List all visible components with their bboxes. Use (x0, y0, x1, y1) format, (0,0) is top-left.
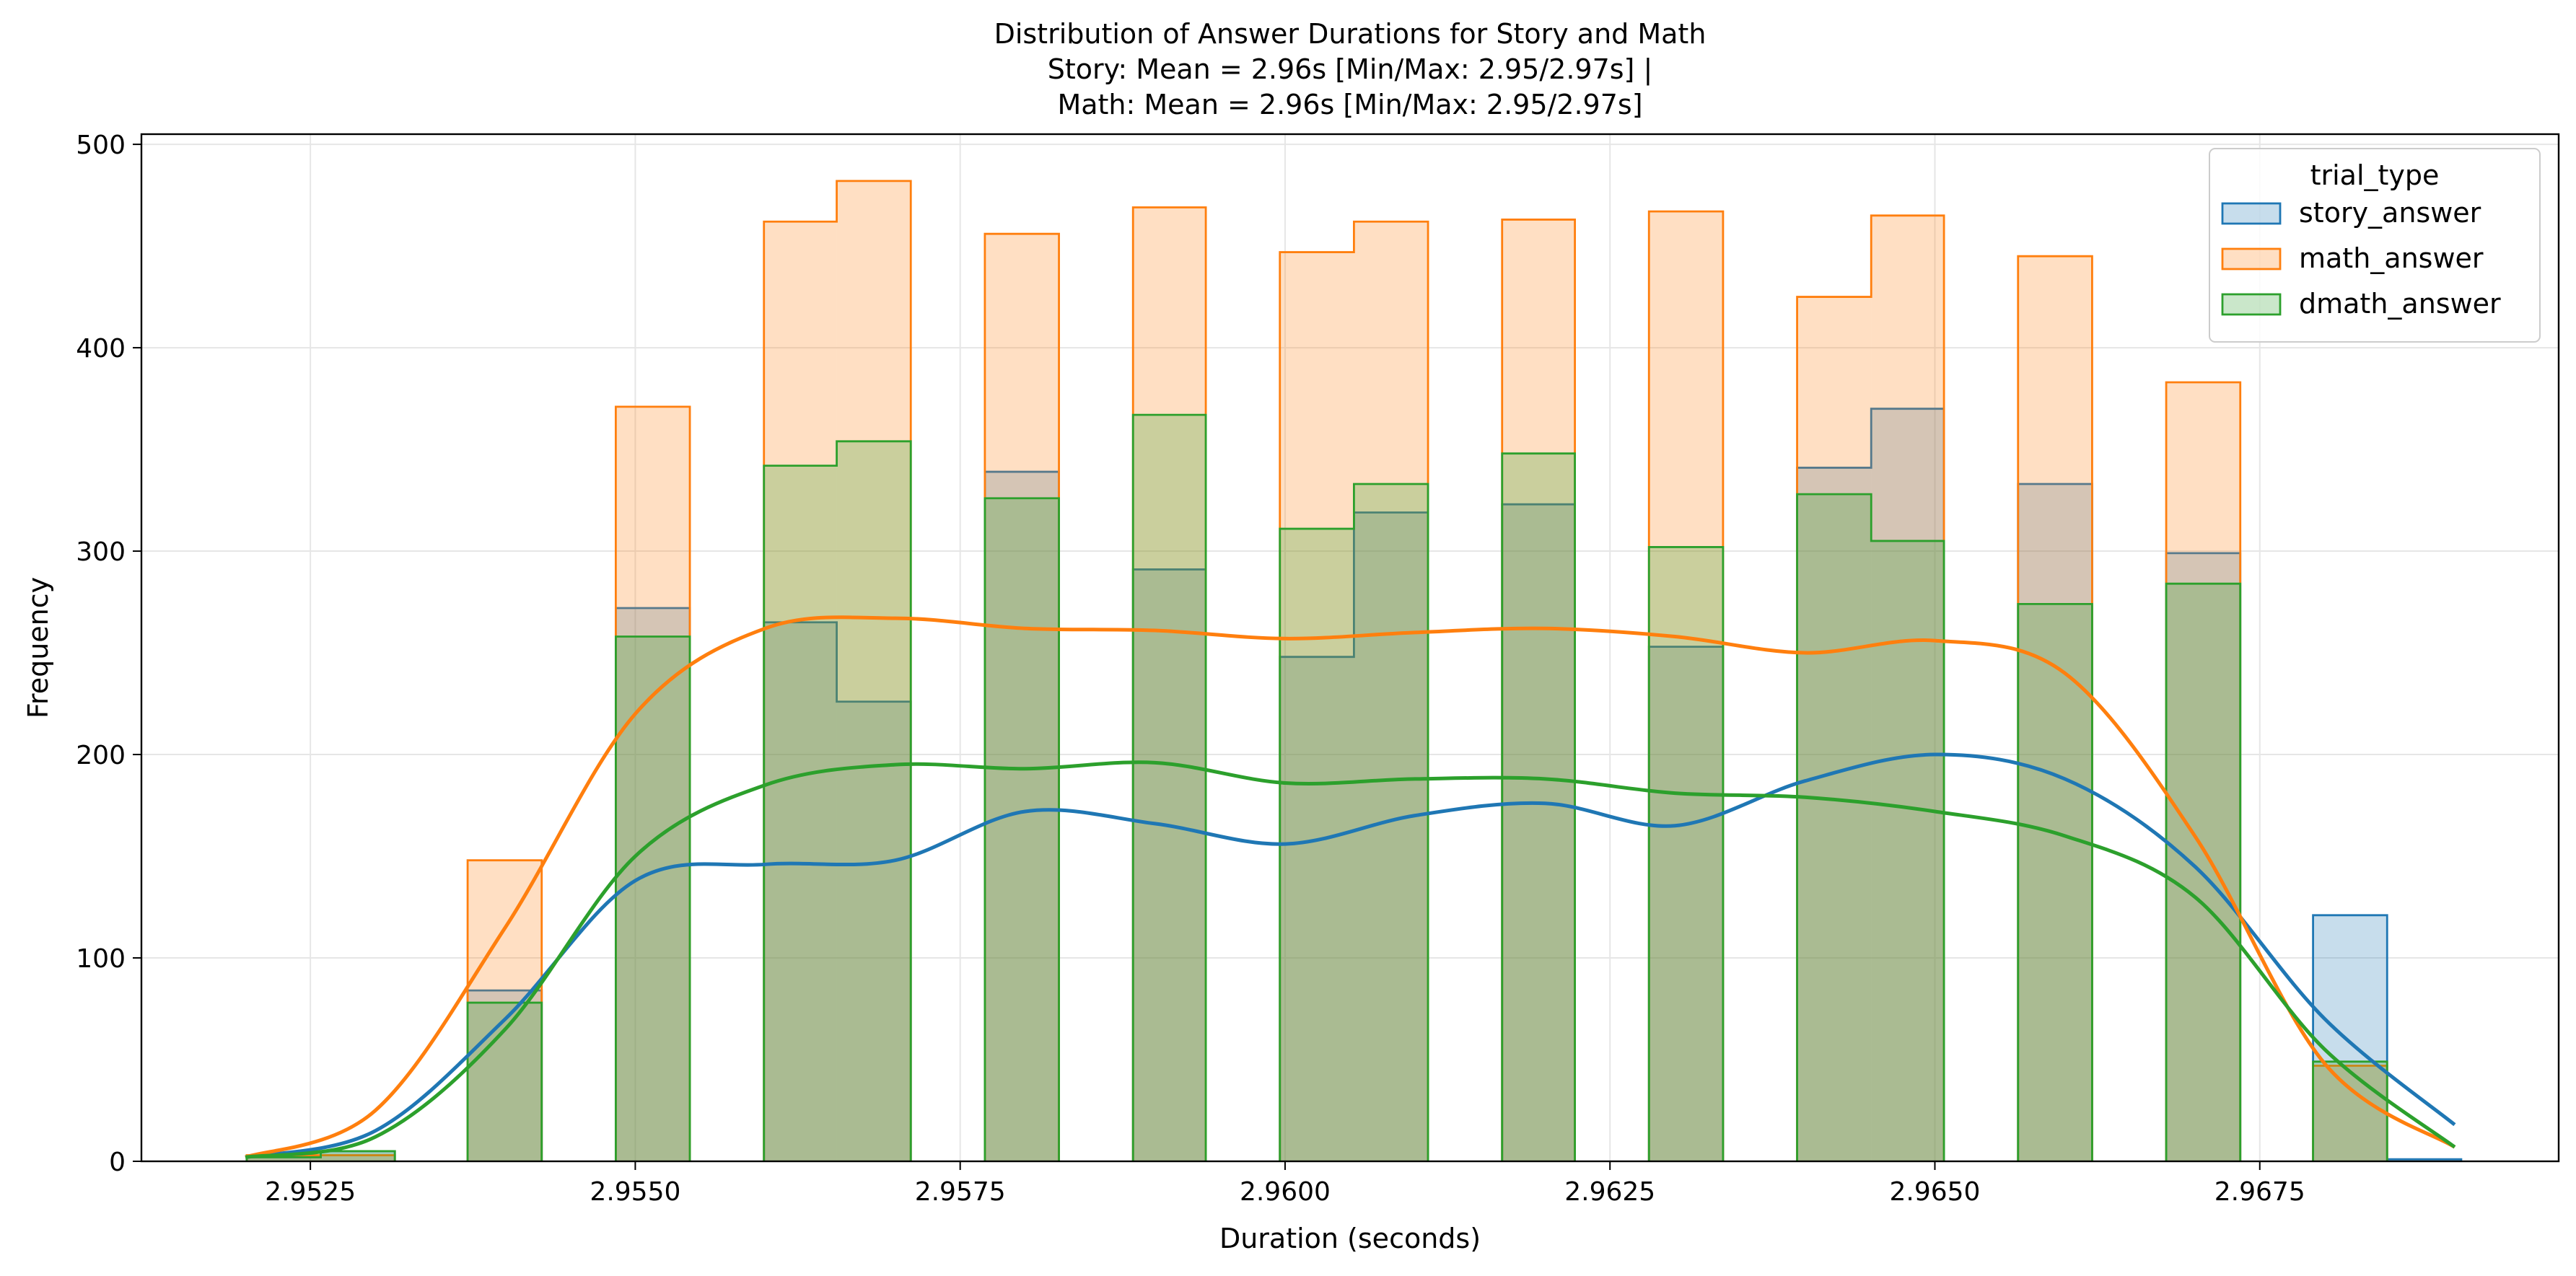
bar-dmath_answer-15 (1354, 484, 1429, 1161)
bar-math_answer-21 (1797, 296, 1872, 1161)
bar-dmath_answer-22 (1871, 540, 1945, 1161)
kde-story_answer (245, 752, 2456, 1159)
plot-frame (140, 133, 2560, 1163)
y-tick-label-5: 500 (76, 131, 126, 160)
y-axis-ticks: 0 100 200 300 400 500 (76, 131, 141, 1177)
bar-story_answer-26 (2166, 553, 2240, 1161)
legend-swatch-math_answer (2221, 247, 2282, 270)
bar-story_answer-28 (2313, 915, 2388, 1161)
bar-math_answer-12 (1133, 207, 1206, 1161)
bar-dmath_answer-17 (1502, 453, 1575, 1161)
legend-items: story_answer math_answer dmath_answer (2221, 197, 2501, 320)
bar-story_answer-15 (1354, 512, 1429, 1161)
legend-frame (2209, 148, 2541, 343)
bar-dmath_answer-0 (246, 1157, 321, 1161)
x-tick-label-5: 2.9650 (1889, 1177, 1980, 1207)
bar-story_answer-17 (1502, 504, 1575, 1161)
bar-math_answer-15 (1354, 221, 1429, 1162)
bar-math_answer-24 (2018, 256, 2093, 1161)
y-tick-label-1: 100 (76, 944, 126, 974)
bar-math_answer-26 (2166, 382, 2240, 1161)
bar-dmath_answer-3 (468, 1003, 542, 1161)
bar-dmath_answer-24 (2018, 604, 2093, 1161)
legend-swatch-story_answer (2221, 202, 2282, 225)
bars-dmath_answer (245, 413, 2388, 1161)
title-line-2: Story: Mean = 2.96s [Min/Max: 2.95/2.97s… (1048, 53, 1653, 86)
bar-dmath_answer-1 (320, 1150, 395, 1161)
x-axis-label: Duration (seconds) (1219, 1223, 1481, 1254)
y-tick-label-4: 400 (76, 334, 126, 364)
bar-math_answer-14 (1279, 252, 1354, 1161)
bar-dmath_answer-12 (1133, 415, 1206, 1161)
legend-swatch-dmath_answer (2221, 293, 2282, 316)
bar-dmath_answer-7 (763, 465, 837, 1161)
title-line-3: Math: Mean = 2.96s [Min/Max: 2.95/2.97s] (1057, 89, 1642, 120)
title-line-1: Distribution of Answer Durations for Sto… (994, 18, 1707, 50)
x-axis-ticks: 2.9525 2.9550 2.9575 2.9600 2.9625 2.9650 2.96… (265, 1161, 2305, 1207)
bar-story_answer-29 (2387, 1159, 2461, 1161)
bar-math_answer-10 (984, 234, 1059, 1161)
bar-dmath_answer-8 (836, 441, 911, 1161)
bar-math_answer-3 (468, 860, 542, 1161)
bar-story_answer-7 (763, 622, 837, 1161)
bar-math_answer-8 (836, 180, 911, 1161)
chart-title: Distribution of Answer Durations for Sto… (994, 18, 1707, 120)
bar-story_answer-14 (1279, 656, 1354, 1161)
bar-story_answer-19 (1649, 646, 1723, 1161)
legend-title: trial_type (2310, 159, 2440, 191)
x-tick-label-1: 2.9550 (590, 1177, 680, 1207)
bars-story_answer (245, 408, 2463, 1161)
bar-math_answer-19 (1649, 211, 1723, 1161)
bar-math_answer-17 (1502, 219, 1575, 1162)
legend-label-dmath_answer: dmath_answer (2299, 288, 2501, 320)
histogram-bars (245, 180, 2463, 1162)
x-tick-label-3: 2.9600 (1240, 1177, 1331, 1207)
bar-dmath_answer-19 (1649, 547, 1723, 1161)
bar-math_answer-22 (1871, 215, 1945, 1161)
legend-label-story_answer: story_answer (2299, 197, 2481, 229)
y-tick-label-2: 200 (76, 741, 126, 770)
x-tick-label-4: 2.9625 (1564, 1177, 1655, 1207)
bar-story_answer-8 (836, 701, 911, 1161)
grid (141, 134, 2559, 1162)
y-tick-label-3: 300 (76, 537, 126, 567)
bar-math_answer-0 (246, 1155, 321, 1161)
bar-outline-dmath_answer (245, 413, 2388, 1161)
x-tick-label-2: 2.9575 (915, 1177, 1006, 1207)
legend-label-math_answer: math_answer (2299, 242, 2484, 274)
legend: trial_type story_answer math_answer dmath_… (2209, 148, 2541, 343)
kde-dmath_answer (245, 760, 2456, 1159)
x-tick-label-0: 2.9525 (265, 1177, 356, 1207)
bar-math_answer-28 (2313, 1065, 2388, 1161)
kde-math_answer (245, 615, 2456, 1159)
bar-story_answer-21 (1797, 467, 1872, 1161)
bar-story_answer-12 (1133, 569, 1206, 1161)
bar-story_answer-22 (1871, 408, 1945, 1161)
bar-math_answer-5 (615, 406, 691, 1161)
bar-story_answer-1 (320, 1150, 395, 1161)
x-tick-label-6: 2.9675 (2214, 1177, 2305, 1207)
bar-dmath_answer-5 (615, 636, 691, 1161)
kde-curves (245, 615, 2456, 1159)
bar-dmath_answer-28 (2313, 1061, 2388, 1161)
bar-dmath_answer-21 (1797, 494, 1872, 1161)
bars-math_answer (245, 180, 2388, 1162)
y-tick-label-0: 0 (109, 1148, 126, 1177)
bar-dmath_answer-10 (984, 498, 1059, 1161)
bar-story_answer-0 (246, 1157, 321, 1161)
bar-math_answer-7 (763, 221, 837, 1162)
bar-story_answer-10 (984, 472, 1059, 1161)
y-axis-label: Frequency (22, 577, 54, 718)
bar-math_answer-1 (320, 1155, 395, 1161)
bar-story_answer-24 (2018, 484, 2093, 1161)
